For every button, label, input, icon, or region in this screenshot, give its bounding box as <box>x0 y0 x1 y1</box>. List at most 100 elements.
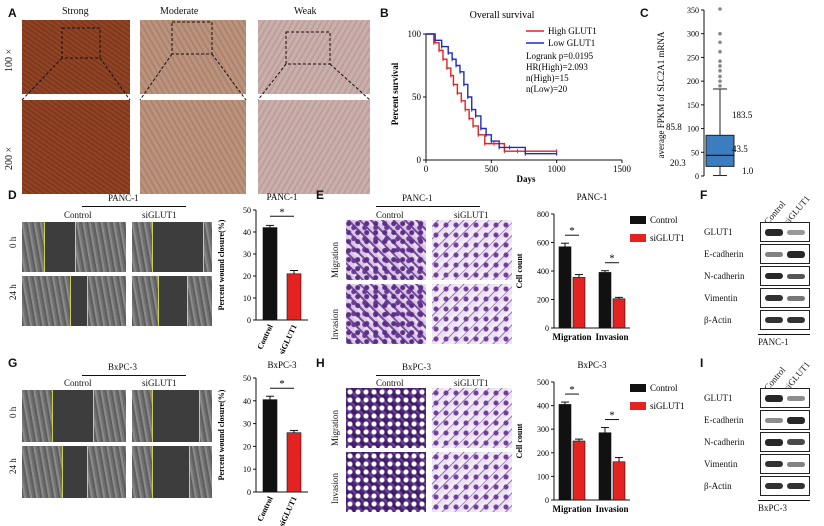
wound-g-siglut1-24h <box>132 446 212 498</box>
wb-blot-row <box>760 222 810 242</box>
ihc-weak-200x-image <box>258 100 370 194</box>
panel-label-h: H <box>316 356 325 370</box>
survival-xlabel: Days <box>516 174 535 184</box>
wound-g-siglut1-0h <box>132 390 212 442</box>
western-blot-i: Control siGLUT1 GLUT1 E-cadherin N-cadherin V… <box>700 356 824 522</box>
wound-g-bar-chart: BxPC-3 Percent wound closure(%) 0 10 20 30 40 5… <box>217 360 308 526</box>
wb-protein-label: E-cadherin <box>704 415 744 425</box>
wound-g-row-24h: 24 h <box>8 458 18 474</box>
bar-y-tick-label: 40 <box>243 228 251 237</box>
wound-g-control-label: Control <box>64 378 92 388</box>
legend-label-control: Control <box>650 383 678 393</box>
transwell-e-bar-chart: PANC-1 Cell count 0 200 400 600 800 * Migration *… <box>515 192 685 342</box>
legend-label-control: Control <box>650 215 678 225</box>
wound-d-control-0h <box>22 222 126 272</box>
boxplot-box <box>705 134 735 167</box>
bar-chart-ylabel: Percent wound closure(%) <box>217 389 226 480</box>
boxplot-y-tick-label: 250 <box>687 53 699 62</box>
ihc-moderate-200x-image <box>140 100 246 194</box>
transwell-e-row-migration: Migration <box>330 242 340 278</box>
panel-label-e: E <box>316 188 325 202</box>
wound-d-row-0h: 0 h <box>8 236 18 248</box>
boxplot-y-tick-label: 350 <box>687 6 699 15</box>
wb-protein-label: E-cadherin <box>704 249 744 259</box>
wound-g-bracket <box>82 375 186 376</box>
bar-y-tick-label: 20 <box>243 442 251 451</box>
bar-y-tick-label: 500 <box>537 378 549 387</box>
wb-protein-label: β-Actin <box>704 315 732 325</box>
survival-legend: High GLUT1 Low GLUT1 Logrank p=0.0195 HR… <box>526 26 597 94</box>
transwell-h-bracket <box>376 375 480 376</box>
label-whisker-high: 183.5 <box>732 110 753 120</box>
bar-category-label: Migration <box>553 332 592 342</box>
boxplot-outlier <box>718 59 722 64</box>
wb-band <box>787 273 805 279</box>
survival-x-tick-label: 1000 <box>548 164 567 174</box>
transwell-e-siglut1-invasion <box>432 284 512 344</box>
transwell-h-siglut1-invasion <box>432 452 512 512</box>
transwell-h-control-label: Control <box>376 378 404 388</box>
wb-band <box>765 317 783 323</box>
bar-y-tick-label: 400 <box>537 402 549 411</box>
bar-chart-title: PANC-1 <box>577 192 608 202</box>
legend-label-siglut1: siGLUT1 <box>650 233 685 243</box>
transwell-h-cell-line: BxPC-3 <box>402 362 432 372</box>
bar-migration-control <box>558 246 572 329</box>
bar-y-tick-label: 30 <box>243 420 251 429</box>
transwell-e-cell-line: PANC-1 <box>402 193 433 203</box>
legend-low-label: Low GLUT1 <box>548 38 595 48</box>
bar-category-label: Migration <box>553 504 592 514</box>
panel-label-c: C <box>640 6 649 20</box>
western-blot-f: Control siGLUT1 GLUT1 E-cadherin N-cadherin V… <box>700 190 824 350</box>
legend-swatch-siglut1 <box>630 402 646 410</box>
bar-invasion-control <box>598 432 612 501</box>
transwell-h-control-migration <box>346 388 426 448</box>
transwell-h-row-migration: Migration <box>330 410 340 446</box>
wound-d-siglut1-24h <box>132 276 212 326</box>
boxplot-outlier <box>718 84 722 88</box>
stat-logrank: Logrank p=0.0195 <box>526 51 594 61</box>
boxplot-y-tick-label: 100 <box>687 125 699 134</box>
wound-g-siglut1-label: siGLUT1 <box>142 378 177 388</box>
significance-star: * <box>279 206 285 218</box>
wb-band <box>765 483 783 489</box>
significance-star: * <box>279 378 285 390</box>
boxplot-outlier <box>718 68 722 73</box>
wound-g-control-24h <box>22 446 126 498</box>
wb-band <box>787 295 805 301</box>
bar-y-tick-label: 0 <box>545 324 549 333</box>
bar-chart-ylabel: Percent wound closure(%) <box>217 219 226 310</box>
panel-label-d: D <box>8 188 17 202</box>
wound-d-bar-chart: PANC-1 Percent wound closure(%) 0 10 20 30 40 5… <box>217 192 308 354</box>
wb-band <box>765 417 783 423</box>
wb-band <box>765 273 783 279</box>
wound-g-row-0h: 0 h <box>8 406 18 418</box>
wb-cell-line-label: BxPC-3 <box>758 503 788 513</box>
wound-d-siglut1-label: siGLUT1 <box>142 210 177 220</box>
bar-y-tick-label: 30 <box>243 250 251 259</box>
wb-band <box>765 394 783 402</box>
label-median: 43.5 <box>732 144 748 154</box>
fpkm-boxplot: average FPKM of SLC2A1 mRNA 0 50 100 150 200… <box>656 6 754 181</box>
boxplot-outlier <box>718 64 722 68</box>
survival-x-tick-label: 500 <box>485 164 499 174</box>
bar-chart-ylabel: Cell count <box>515 253 524 288</box>
bar-y-tick-label: 20 <box>243 272 251 281</box>
ihc-col-moderate: Moderate <box>160 6 199 17</box>
significance-star: * <box>609 253 615 265</box>
stat-n-low: n(Low)=20 <box>526 84 568 94</box>
wb-blot-row <box>760 266 810 286</box>
boxplot-y-tick-label: 50 <box>691 148 699 157</box>
bar-control <box>262 227 278 321</box>
legend-swatch-siglut1 <box>630 234 646 242</box>
survival-chart: Overall survival Percent survival Days 0… <box>390 10 632 184</box>
wb-blot-row <box>760 244 810 264</box>
wb-band <box>787 439 805 445</box>
transwell-e-bracket <box>376 206 480 207</box>
wb-band <box>787 416 805 424</box>
bar-category-label: siGLUT1 <box>277 323 299 354</box>
bar-migration-control <box>558 404 572 501</box>
boxplot-y-tick-label: 150 <box>687 101 699 110</box>
bar-y-tick-label: 0 <box>545 496 549 505</box>
bar-y-tick-label: 200 <box>537 449 549 458</box>
